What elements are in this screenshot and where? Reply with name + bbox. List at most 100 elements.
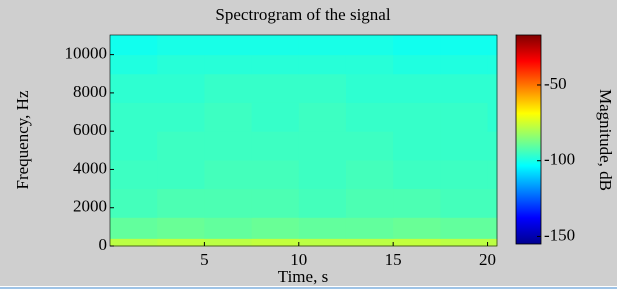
heatmap-cell xyxy=(488,74,498,103)
heatmap-cell xyxy=(488,102,498,131)
heatmap-cell xyxy=(393,55,441,75)
heatmap-cell xyxy=(110,55,158,75)
heatmap-cell xyxy=(346,217,394,239)
y-tick-label: 4000 xyxy=(73,158,107,177)
heatmap-cell xyxy=(346,238,394,246)
heatmap-cell xyxy=(110,160,158,189)
heatmap-cell xyxy=(204,189,252,218)
heatmap-cell xyxy=(157,238,205,246)
heatmap-cell xyxy=(393,74,441,103)
heatmap-cell xyxy=(252,217,300,239)
y-tick-label: 8000 xyxy=(73,82,107,101)
heatmap-cell xyxy=(157,189,205,218)
y-tick-label: 6000 xyxy=(73,120,107,139)
heatmap-cell xyxy=(157,55,205,75)
heatmap-cell xyxy=(252,160,300,189)
heatmap-cell xyxy=(252,131,300,160)
heatmap-cell xyxy=(157,74,205,103)
heatmap-cell xyxy=(488,35,498,55)
heatmap-cell xyxy=(204,160,252,189)
y-tick-label: 0 xyxy=(99,235,108,254)
heatmap-cell xyxy=(299,217,347,239)
heatmap-cell xyxy=(252,35,300,55)
y-tick-label: 10000 xyxy=(65,44,108,63)
heatmap-cell xyxy=(346,102,394,131)
heatmap-cell xyxy=(346,189,394,218)
heatmap-cell xyxy=(299,189,347,218)
heatmap-cell xyxy=(157,102,205,131)
heatmap-cell xyxy=(157,35,205,55)
heatmap-cell xyxy=(252,74,300,103)
heatmap-cell xyxy=(346,55,394,75)
heatmap-cell xyxy=(393,189,441,218)
heatmap-cell xyxy=(110,238,158,246)
heatmap-cell xyxy=(440,189,488,218)
heatmap-cell xyxy=(204,74,252,103)
heatmap-cell xyxy=(252,55,300,75)
chart-title: Spectrogram of the signal xyxy=(215,5,390,24)
heatmap-cell xyxy=(299,131,347,160)
x-tick-label: 5 xyxy=(200,250,209,269)
x-axis-label: Time, s xyxy=(278,267,328,286)
heatmap-cell xyxy=(440,217,488,239)
heatmap-cell xyxy=(110,131,158,160)
heatmap-cell xyxy=(252,189,300,218)
y-axis-label: Frequency, Hz xyxy=(13,90,32,189)
heatmap-cell xyxy=(393,35,441,55)
heatmap-cell xyxy=(252,102,300,131)
heatmap-cell xyxy=(393,238,441,246)
heatmap-cell xyxy=(440,160,488,189)
heatmap-cell xyxy=(488,131,498,160)
heatmap-cell xyxy=(299,55,347,75)
heatmap-cell xyxy=(488,238,498,246)
x-tick-label: 20 xyxy=(479,250,496,269)
heatmap-cell xyxy=(299,74,347,103)
y-tick-label: 2000 xyxy=(73,197,107,216)
chart: Spectrogram of the signal Time, s Freque… xyxy=(0,0,617,291)
heatmap-cell xyxy=(440,74,488,103)
heatmap-cell xyxy=(440,131,488,160)
heatmap-cell xyxy=(299,102,347,131)
heatmap-cell xyxy=(157,217,205,239)
colorbar xyxy=(516,35,541,244)
heatmap-cell xyxy=(488,160,498,189)
heatmap-cell xyxy=(488,189,498,218)
x-tick-label: 10 xyxy=(290,250,307,269)
page: Spectrogram of the signal Time, s Freque… xyxy=(0,0,617,291)
heatmap-cell xyxy=(110,102,158,131)
heatmap-cell xyxy=(299,35,347,55)
colorbar-tick-label: -100 xyxy=(544,150,575,169)
heatmap-cell xyxy=(204,102,252,131)
heatmap-cell xyxy=(440,35,488,55)
heatmap-cell xyxy=(252,238,300,246)
heatmap-cell xyxy=(157,160,205,189)
heatmap-cell xyxy=(346,160,394,189)
heatmap-cell xyxy=(393,217,441,239)
heatmap-cell xyxy=(488,217,498,239)
heatmap-cell xyxy=(204,217,252,239)
heatmap-cell xyxy=(299,238,347,246)
heatmap-cell xyxy=(157,131,205,160)
colorbar-tick-label: -150 xyxy=(544,225,575,244)
heatmap-cell xyxy=(299,160,347,189)
heatmap-cell xyxy=(393,131,441,160)
heatmap-cell xyxy=(204,131,252,160)
heatmap-cell xyxy=(346,35,394,55)
heatmap-cell xyxy=(440,238,488,246)
heatmap-cell xyxy=(346,131,394,160)
x-tick-label: 15 xyxy=(385,250,402,269)
heatmap-cell xyxy=(393,160,441,189)
heatmap-cell xyxy=(110,74,158,103)
heatmap-cell xyxy=(393,102,441,131)
heatmap-cell xyxy=(440,55,488,75)
heatmap-cell xyxy=(204,238,252,246)
heatmap-cell xyxy=(110,35,158,55)
colorbar-tick-label: -50 xyxy=(544,74,567,93)
heatmap-cell xyxy=(110,217,158,239)
heatmap-cell xyxy=(110,189,158,218)
colorbar-label: Magnitude, dB xyxy=(596,89,615,191)
heatmap-cell xyxy=(488,55,498,75)
heatmap-cell xyxy=(346,74,394,103)
heatmap-cell xyxy=(440,102,488,131)
heatmap-cell xyxy=(204,35,252,55)
